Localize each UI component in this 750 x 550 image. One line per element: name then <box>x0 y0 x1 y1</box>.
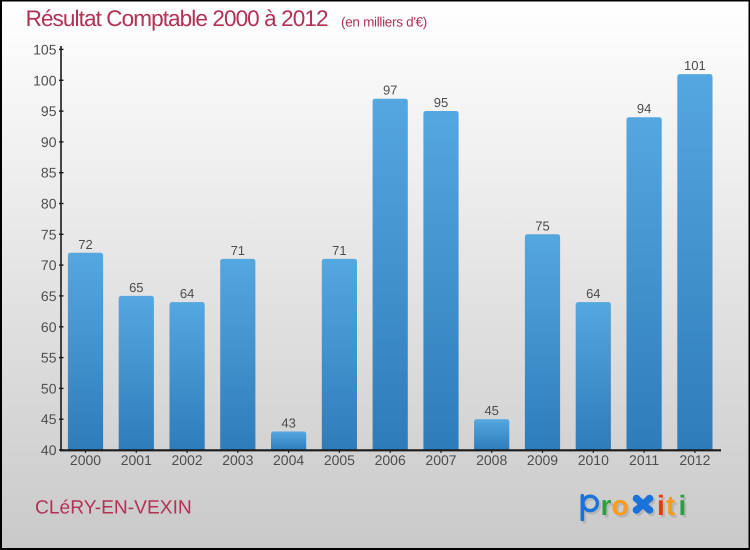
svg-text:70: 70 <box>41 257 57 273</box>
svg-text:i: i <box>679 490 687 521</box>
svg-text:2000: 2000 <box>70 452 101 468</box>
svg-text:71: 71 <box>231 243 245 258</box>
svg-text:90: 90 <box>41 134 57 150</box>
svg-text:101: 101 <box>684 58 706 73</box>
svg-text:64: 64 <box>180 286 194 301</box>
svg-text:r: r <box>601 490 612 521</box>
svg-text:2012: 2012 <box>679 452 710 468</box>
svg-text:72: 72 <box>78 237 92 252</box>
svg-text:i: i <box>681 492 689 523</box>
svg-text:75: 75 <box>41 226 57 242</box>
svg-text:95: 95 <box>434 95 448 110</box>
svg-text:o: o <box>612 490 629 521</box>
svg-text:i: i <box>657 490 665 521</box>
svg-text:43: 43 <box>281 416 295 431</box>
svg-text:94: 94 <box>637 101 651 116</box>
svg-text:105: 105 <box>33 41 57 57</box>
svg-text:2001: 2001 <box>121 452 152 468</box>
svg-text:95: 95 <box>41 103 57 119</box>
svg-text:40: 40 <box>41 442 57 458</box>
svg-text:t: t <box>666 490 675 521</box>
svg-text:85: 85 <box>41 165 57 181</box>
svg-text:CLéRY-EN-VEXIN: CLéRY-EN-VEXIN <box>35 498 192 519</box>
svg-text:71: 71 <box>332 243 346 258</box>
svg-text:2007: 2007 <box>425 452 456 468</box>
svg-text:50: 50 <box>41 380 57 396</box>
svg-text:2011: 2011 <box>629 452 659 468</box>
svg-text:65: 65 <box>41 288 57 304</box>
svg-text:(en milliers d'€): (en milliers d'€) <box>341 14 427 29</box>
svg-text:100: 100 <box>33 72 57 88</box>
svg-text:64: 64 <box>586 286 600 301</box>
svg-text:r: r <box>603 492 614 523</box>
svg-text:75: 75 <box>535 218 549 233</box>
svg-text:45: 45 <box>41 411 57 427</box>
svg-text:o: o <box>614 492 631 523</box>
svg-text:2004: 2004 <box>273 452 304 468</box>
svg-text:i: i <box>659 492 667 523</box>
svg-text:2003: 2003 <box>222 452 253 468</box>
svg-text:Résultat Comptable 2000 à 2012: Résultat Comptable 2000 à 2012 <box>26 6 328 31</box>
svg-text:55: 55 <box>41 350 57 366</box>
svg-text:45: 45 <box>484 403 498 418</box>
svg-text:2010: 2010 <box>578 452 609 468</box>
svg-text:2005: 2005 <box>324 452 355 468</box>
svg-text:2002: 2002 <box>172 452 203 468</box>
svg-text:80: 80 <box>41 196 57 212</box>
svg-text:2009: 2009 <box>527 452 558 468</box>
svg-text:65: 65 <box>129 280 143 295</box>
svg-text:2006: 2006 <box>375 452 406 468</box>
svg-text:60: 60 <box>41 319 57 335</box>
svg-text:97: 97 <box>383 83 397 98</box>
svg-text:2008: 2008 <box>476 452 507 468</box>
svg-text:t: t <box>668 492 677 523</box>
